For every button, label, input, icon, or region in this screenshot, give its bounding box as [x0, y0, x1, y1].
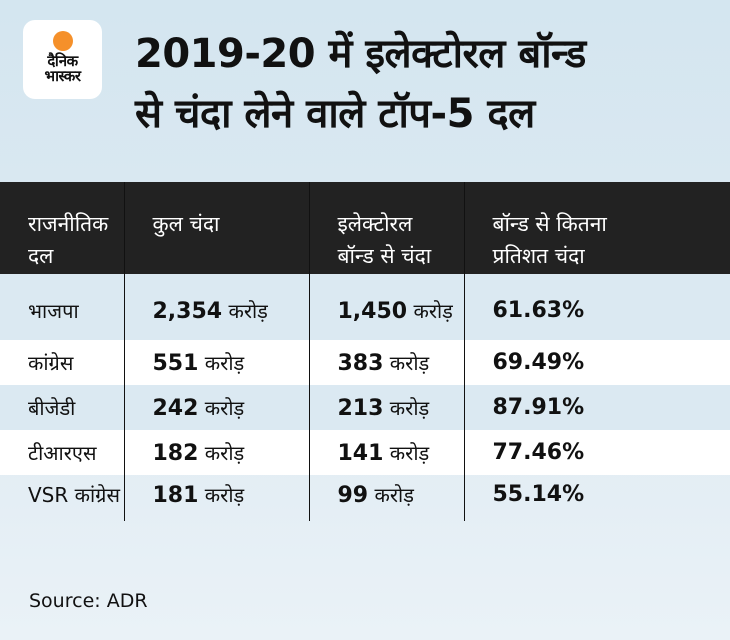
- table-row: VSR कांग्रेस 181 करोड़ 99 करोड़ 55.14%: [0, 475, 730, 521]
- unit-label: करोड़: [204, 441, 245, 465]
- dainik-bhaskar-logo: दैनिक भास्कर: [23, 20, 102, 99]
- total-donation: 242 करोड़: [123, 385, 309, 430]
- sun-icon: [52, 31, 73, 51]
- total-donation: 551 करोड़: [123, 340, 309, 385]
- percent-value: 87.91%: [492, 395, 585, 420]
- party-name: बीजेडी: [0, 385, 124, 430]
- party-name: कांग्रेस: [0, 340, 124, 385]
- header-total-donation: कुल चंदा: [123, 182, 309, 274]
- bond-donation: 1,450 करोड़: [308, 274, 464, 340]
- bond-percent: 69.49%: [463, 340, 730, 385]
- party-name: भाजपा: [0, 274, 124, 340]
- bond-value: 1,450: [337, 298, 408, 324]
- title-line-2: से चंदा लेने वाले टॉप-5 दल: [135, 91, 535, 137]
- header-bond-percent: बॉन्ड से कितना प्रतिशत चंदा: [463, 182, 730, 274]
- header-total-line1: कुल चंदा: [152, 212, 220, 236]
- unit-label: करोड़: [204, 482, 245, 507]
- header-bond-donation: इलेक्टोरल बॉन्ड से चंदा: [308, 182, 464, 274]
- bond-value: 99: [337, 482, 369, 508]
- header-party: राजनीतिक दल: [0, 182, 124, 274]
- total-value: 2,354: [152, 298, 223, 324]
- table-row: कांग्रेस 551 करोड़ 383 करोड़ 69.49%: [0, 340, 730, 385]
- bond-value: 213: [337, 396, 384, 421]
- bond-donation: 141 करोड़: [308, 430, 464, 475]
- unit-label: करोड़: [389, 441, 430, 465]
- header-percent-line1: बॉन्ड से कितना: [492, 212, 607, 236]
- total-donation: 2,354 करोड़: [123, 274, 309, 340]
- header-party-line1: राजनीतिक: [28, 212, 109, 236]
- bond-value: 383: [337, 351, 384, 376]
- unit-label: करोड़: [374, 482, 414, 507]
- percent-value: 77.46%: [492, 440, 585, 465]
- logo-line-2: भास्कर: [44, 67, 81, 85]
- logo-line-1: दैनिक: [47, 52, 78, 70]
- party-name: टीआरएस: [0, 430, 124, 475]
- percent-value: 61.63%: [492, 297, 585, 323]
- unit-label: करोड़: [228, 298, 268, 323]
- table-row: बीजेडी 242 करोड़ 213 करोड़ 87.91%: [0, 385, 730, 430]
- total-value: 551: [152, 351, 199, 376]
- bond-donation: 383 करोड़: [308, 340, 464, 385]
- header-bond-line1: इलेक्टोरल: [337, 212, 413, 236]
- percent-value: 55.14%: [492, 481, 585, 507]
- source-note: Source: ADR: [29, 590, 148, 612]
- total-donation: 181 करोड़: [123, 475, 309, 521]
- bond-percent: 77.46%: [463, 430, 730, 475]
- total-value: 242: [152, 396, 199, 421]
- unit-label: करोड़: [204, 351, 245, 375]
- page-title: 2019-20 में इलेक्टोरल बॉन्ड से चंदा लेने…: [135, 24, 725, 144]
- percent-value: 69.49%: [492, 350, 585, 375]
- total-value: 181: [152, 482, 199, 508]
- unit-label: करोड़: [389, 351, 430, 375]
- bond-donation: 99 करोड़: [308, 475, 464, 521]
- bond-donation: 213 करोड़: [308, 385, 464, 430]
- title-line-1: 2019-20 में इलेक्टोरल बॉन्ड: [135, 31, 586, 77]
- bond-percent: 61.63%: [463, 274, 730, 340]
- donations-table: राजनीतिक दल कुल चंदा इलेक्टोरल बॉन्ड से …: [0, 182, 730, 521]
- logo-text: दैनिक भास्कर: [45, 54, 81, 84]
- header-percent-line2: प्रतिशत चंदा: [492, 244, 585, 268]
- unit-label: करोड़: [413, 298, 453, 323]
- table-row: भाजपा 2,354 करोड़ 1,450 करोड़ 61.63%: [0, 274, 730, 340]
- total-value: 182: [152, 441, 199, 466]
- bond-percent: 87.91%: [463, 385, 730, 430]
- header-party-line2: दल: [28, 244, 54, 268]
- total-donation: 182 करोड़: [123, 430, 309, 475]
- party-name: VSR कांग्रेस: [28, 482, 120, 507]
- header-bond-line2: बॉन्ड से चंदा: [337, 244, 432, 268]
- table-header-row: राजनीतिक दल कुल चंदा इलेक्टोरल बॉन्ड से …: [0, 182, 730, 274]
- bond-percent: 55.14%: [463, 475, 730, 521]
- bond-value: 141: [337, 441, 384, 466]
- unit-label: करोड़: [204, 396, 245, 420]
- table-row: टीआरएस 182 करोड़ 141 करोड़ 77.46%: [0, 430, 730, 475]
- unit-label: करोड़: [389, 396, 430, 420]
